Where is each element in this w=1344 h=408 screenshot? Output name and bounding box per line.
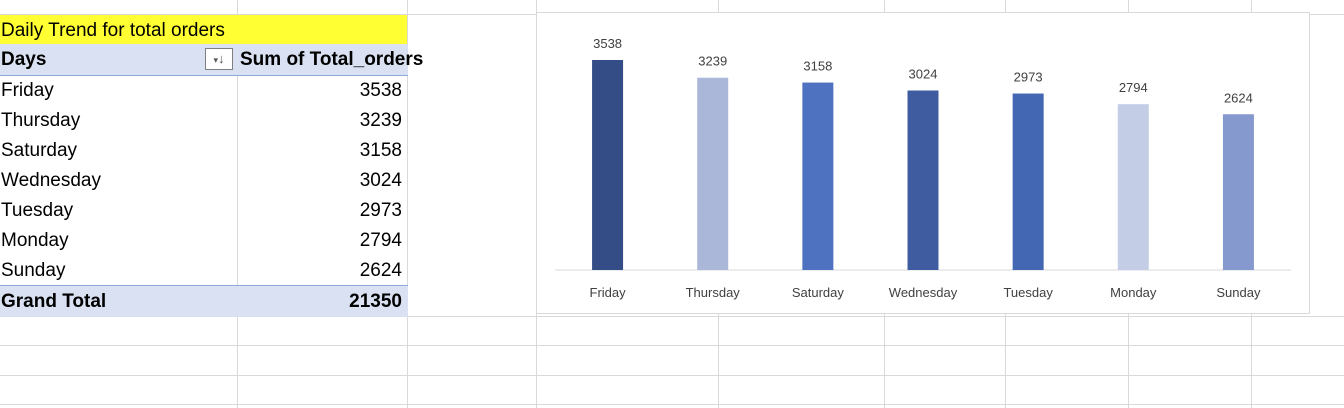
row-divider xyxy=(0,345,1344,346)
bar-saturday[interactable] xyxy=(802,82,834,270)
x-tick-label: Monday xyxy=(1110,285,1157,300)
pivot-title[interactable]: Daily Trend for total orders xyxy=(0,15,407,44)
row-divider xyxy=(0,375,1344,376)
table-row[interactable]: Tuesday 2973 xyxy=(0,196,408,226)
table-row[interactable]: Thursday 3239 xyxy=(0,106,408,136)
value-cell[interactable]: 2794 xyxy=(359,230,402,251)
bar-monday[interactable] xyxy=(1117,104,1149,270)
bar-sunday[interactable] xyxy=(1222,114,1254,270)
column-divider xyxy=(407,0,408,408)
table-row[interactable]: Wednesday 3024 xyxy=(0,166,408,196)
value-cell[interactable]: 2973 xyxy=(359,200,402,221)
table-row[interactable]: Sunday 2624 xyxy=(0,256,408,286)
grand-total-label[interactable]: Grand Total xyxy=(1,291,107,312)
day-cell[interactable]: Wednesday xyxy=(1,170,101,191)
x-tick-label: Saturday xyxy=(792,285,845,300)
sum-header[interactable]: Sum of Total_orders xyxy=(240,49,424,70)
column-divider xyxy=(237,0,238,408)
value-cell[interactable]: 3538 xyxy=(359,80,402,101)
chart-canvas: 3538 Friday 3239 Thursday 3158 Saturday 3024 We… xyxy=(555,36,1291,300)
bar-friday[interactable] xyxy=(592,60,624,270)
row-divider xyxy=(0,404,1344,405)
days-header[interactable]: Days xyxy=(1,49,47,70)
value-cell[interactable]: 3239 xyxy=(359,110,402,131)
sort-descending-icon: ↓ xyxy=(218,51,225,66)
x-tick-label: Wednesday xyxy=(889,285,958,300)
data-label: 2973 xyxy=(1014,70,1043,85)
grand-total-value[interactable]: 21350 xyxy=(349,291,402,312)
bar-tuesday[interactable] xyxy=(1012,93,1044,271)
day-cell[interactable]: Saturday xyxy=(1,140,78,161)
day-cell[interactable]: Thursday xyxy=(1,110,81,131)
x-tick-label: Tuesday xyxy=(1003,285,1053,300)
bar-thursday[interactable] xyxy=(697,77,729,270)
data-label: 3538 xyxy=(593,36,622,51)
table-row[interactable]: Monday 2794 xyxy=(0,226,408,256)
sort-filter-button[interactable]: ▾↓ xyxy=(205,48,233,70)
bar-chart[interactable]: 3538 Friday 3239 Thursday 3158 Saturday 3024 We… xyxy=(536,12,1310,314)
value-cell[interactable]: 3024 xyxy=(359,170,402,191)
data-label: 3024 xyxy=(909,67,938,82)
grand-total-row[interactable]: Grand Total 21350 xyxy=(0,285,408,317)
day-cell[interactable]: Sunday xyxy=(1,260,66,281)
x-tick-label: Sunday xyxy=(1216,285,1261,300)
pivot-header-row: Days ▾↓ Sum of Total_orders xyxy=(0,44,423,76)
table-row[interactable]: Saturday 3158 xyxy=(0,136,408,166)
data-label: 3239 xyxy=(698,54,727,69)
day-cell[interactable]: Monday xyxy=(1,230,69,251)
value-cell[interactable]: 3158 xyxy=(359,140,402,161)
day-cell[interactable]: Friday xyxy=(1,80,54,101)
x-tick-label: Friday xyxy=(590,285,627,300)
data-label: 2624 xyxy=(1224,90,1253,105)
table-row[interactable]: Friday 3538 xyxy=(0,76,408,106)
data-label: 3158 xyxy=(803,59,832,74)
data-label: 2794 xyxy=(1119,80,1148,95)
filter-dropdown-icon: ▾ xyxy=(213,55,219,65)
value-cell[interactable]: 2624 xyxy=(359,260,402,281)
row-divider xyxy=(0,316,1344,317)
day-cell[interactable]: Tuesday xyxy=(1,200,74,221)
bar-wednesday[interactable] xyxy=(907,90,939,270)
x-tick-label: Thursday xyxy=(686,285,741,300)
